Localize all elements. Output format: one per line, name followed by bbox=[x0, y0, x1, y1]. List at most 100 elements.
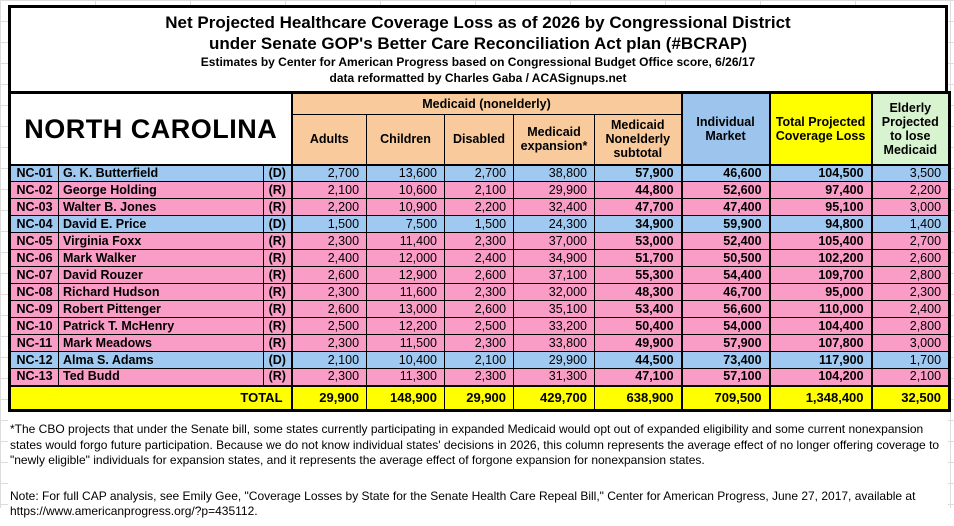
value-cell-expansion: 35,100 bbox=[513, 300, 596, 318]
table-row: NC-06 Mark Walker (R) 2,400 12,000 2,400 34,90… bbox=[9, 249, 951, 267]
value-cell-subtotal: 53,000 bbox=[594, 232, 683, 250]
district-cell: NC-05 bbox=[9, 232, 59, 250]
value-cell-disabled: 2,100 bbox=[444, 181, 515, 199]
rep-name-cell: George Holding bbox=[58, 181, 264, 199]
title-line-4: data reformatted by Charles Gaba / ACASi… bbox=[329, 71, 627, 85]
district-rows: NC-01 G. K. Butterfield (D) 2,700 13,600 2,70… bbox=[9, 164, 951, 386]
value-cell-children: 13,600 bbox=[366, 164, 446, 182]
header-col-subtotal: Medicaid Nonelderly subtotal bbox=[594, 114, 683, 166]
value-cell-subtotal: 55,300 bbox=[594, 266, 683, 284]
value-cell-disabled: 2,300 bbox=[444, 283, 515, 301]
table-row: NC-03 Walter B. Jones (R) 2,200 10,900 2,200 3… bbox=[9, 198, 951, 216]
coverage-loss-table: NORTH CAROLINA Medicaid (nonelderly) Ind… bbox=[8, 91, 952, 412]
value-cell-total: 95,100 bbox=[768, 198, 873, 216]
value-cell-expansion: 32,400 bbox=[513, 198, 596, 216]
party-cell: (R) bbox=[262, 317, 293, 335]
value-cell-total: 102,200 bbox=[768, 249, 873, 267]
value-cell-disabled: 2,600 bbox=[444, 300, 515, 318]
district-cell: NC-09 bbox=[9, 300, 59, 318]
value-cell-individual: 59,900 bbox=[680, 215, 771, 233]
value-cell-adults: 2,600 bbox=[290, 300, 368, 318]
rep-name-cell: G. K. Butterfield bbox=[58, 164, 264, 182]
district-cell: NC-01 bbox=[9, 164, 59, 182]
value-cell-expansion: 31,300 bbox=[513, 368, 596, 386]
value-cell-total: 117,900 bbox=[768, 351, 873, 369]
total-row: TOTAL 29,900 148,900 29,900 429,700 638,… bbox=[8, 384, 951, 411]
total-value-expansion: 429,700 bbox=[513, 384, 596, 411]
value-cell-expansion: 29,900 bbox=[513, 351, 596, 369]
value-cell-children: 10,600 bbox=[366, 181, 446, 199]
value-cell-expansion: 37,000 bbox=[513, 232, 596, 250]
value-cell-individual: 54,000 bbox=[680, 317, 771, 335]
value-cell-total: 104,500 bbox=[768, 164, 873, 182]
value-cell-expansion: 29,900 bbox=[513, 181, 596, 199]
value-cell-subtotal: 44,500 bbox=[594, 351, 683, 369]
header-state: NORTH CAROLINA bbox=[8, 92, 293, 166]
total-value-individual: 709,500 bbox=[680, 384, 771, 411]
party-cell: (R) bbox=[262, 368, 293, 386]
value-cell-adults: 2,300 bbox=[290, 232, 368, 250]
value-cell-elderly: 1,400 bbox=[870, 215, 951, 233]
total-value-elderly: 32,500 bbox=[870, 384, 951, 411]
table-row: NC-01 G. K. Butterfield (D) 2,700 13,600 2,70… bbox=[9, 164, 951, 182]
value-cell-children: 13,000 bbox=[366, 300, 446, 318]
value-cell-elderly: 2,300 bbox=[870, 283, 951, 301]
table-row: NC-04 David E. Price (D) 1,500 7,500 1,500 24,… bbox=[9, 215, 951, 233]
party-cell: (D) bbox=[262, 351, 293, 369]
header-col-elderly: Elderly Projected to lose Medicaid bbox=[870, 92, 951, 166]
value-cell-children: 10,900 bbox=[366, 198, 446, 216]
table-row: NC-11 Mark Meadows (R) 2,300 11,500 2,300 33,8… bbox=[9, 334, 951, 352]
value-cell-disabled: 2,300 bbox=[444, 334, 515, 352]
title-line-1: Net Projected Healthcare Coverage Loss a… bbox=[165, 13, 791, 32]
value-cell-elderly: 2,800 bbox=[870, 317, 951, 335]
value-cell-subtotal: 49,900 bbox=[594, 334, 683, 352]
value-cell-individual: 57,900 bbox=[680, 334, 771, 352]
value-cell-total: 94,800 bbox=[768, 215, 873, 233]
value-cell-expansion: 24,300 bbox=[513, 215, 596, 233]
value-cell-elderly: 2,700 bbox=[870, 232, 951, 250]
value-cell-disabled: 2,700 bbox=[444, 164, 515, 182]
district-cell: NC-07 bbox=[9, 266, 59, 284]
value-cell-expansion: 37,100 bbox=[513, 266, 596, 284]
district-cell: NC-11 bbox=[9, 334, 59, 352]
value-cell-individual: 73,400 bbox=[680, 351, 771, 369]
total-value-adults: 29,900 bbox=[290, 384, 368, 411]
value-cell-expansion: 33,200 bbox=[513, 317, 596, 335]
party-cell: (D) bbox=[262, 164, 293, 182]
rep-name-cell: Patrick T. McHenry bbox=[58, 317, 264, 335]
value-cell-adults: 2,100 bbox=[290, 181, 368, 199]
party-cell: (R) bbox=[262, 300, 293, 318]
value-cell-individual: 46,600 bbox=[680, 164, 771, 182]
value-cell-elderly: 2,800 bbox=[870, 266, 951, 284]
value-cell-children: 11,500 bbox=[366, 334, 446, 352]
value-cell-adults: 2,500 bbox=[290, 317, 368, 335]
value-cell-children: 11,600 bbox=[366, 283, 446, 301]
value-cell-disabled: 2,600 bbox=[444, 266, 515, 284]
rep-name-cell: Robert Pittenger bbox=[58, 300, 264, 318]
value-cell-adults: 1,500 bbox=[290, 215, 368, 233]
header-col-children: Children bbox=[366, 114, 446, 166]
value-cell-adults: 2,600 bbox=[290, 266, 368, 284]
value-cell-individual: 57,100 bbox=[680, 368, 771, 386]
district-cell: NC-02 bbox=[9, 181, 59, 199]
table-row: NC-10 Patrick T. McHenry (R) 2,500 12,200 2,5… bbox=[9, 317, 951, 335]
header-group-medicaid: Medicaid (nonelderly) bbox=[290, 92, 683, 115]
total-label: TOTAL bbox=[8, 384, 293, 411]
value-cell-total: 104,200 bbox=[768, 368, 873, 386]
value-cell-individual: 54,400 bbox=[680, 266, 771, 284]
table-row: NC-13 Ted Budd (R) 2,300 11,300 2,300 31,300 47… bbox=[9, 368, 951, 386]
table-row: NC-07 David Rouzer (R) 2,600 12,900 2,600 37,1… bbox=[9, 266, 951, 284]
value-cell-elderly: 3,000 bbox=[870, 334, 951, 352]
party-cell: (R) bbox=[262, 334, 293, 352]
value-cell-adults: 2,300 bbox=[290, 334, 368, 352]
value-cell-subtotal: 47,700 bbox=[594, 198, 683, 216]
value-cell-individual: 52,600 bbox=[680, 181, 771, 199]
value-cell-adults: 2,200 bbox=[290, 198, 368, 216]
value-cell-total: 109,700 bbox=[768, 266, 873, 284]
value-cell-elderly: 2,400 bbox=[870, 300, 951, 318]
value-cell-total: 104,400 bbox=[768, 317, 873, 335]
total-value-coverage-loss: 1,348,400 bbox=[768, 384, 873, 411]
party-cell: (R) bbox=[262, 232, 293, 250]
value-cell-adults: 2,300 bbox=[290, 283, 368, 301]
